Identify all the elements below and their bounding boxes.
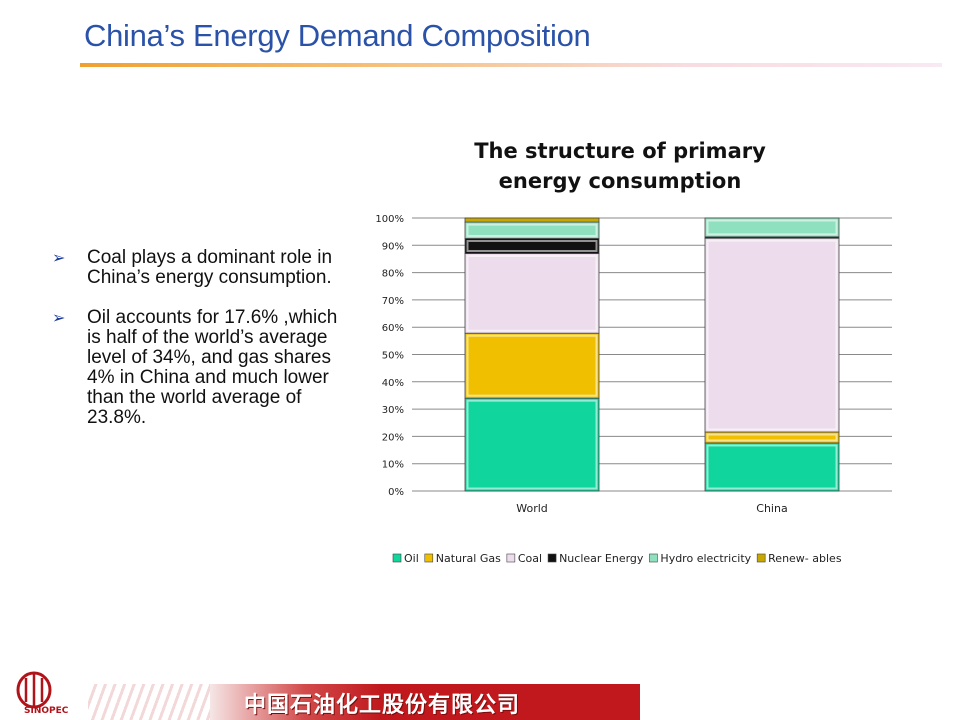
footer-band: 中国石油化工股份有限公司	[0, 684, 960, 720]
bullet-text: Oil accounts for 17.6% ,which is half of…	[87, 307, 338, 428]
legend-label: Natural Gas	[436, 552, 501, 565]
y-tick-label: 80%	[382, 269, 404, 280]
arrow-bullet-icon: ➢	[52, 308, 66, 327]
legend-label: Coal	[518, 552, 542, 565]
legend-label: Hydro electricity	[660, 552, 751, 565]
y-tick-label: 10%	[382, 460, 404, 471]
bar-segment-bevel	[706, 219, 838, 236]
bar-segment	[704, 237, 840, 433]
bar-segment	[704, 442, 840, 492]
legend-swatch	[649, 553, 658, 563]
y-tick-label: 20%	[382, 432, 404, 443]
bullet-item: ➢ Oil accounts for 17.6% ,which is half …	[52, 308, 352, 428]
bar-segment	[464, 217, 600, 223]
legend-swatch	[392, 553, 402, 563]
company-name: 中国石油化工股份有限公司	[244, 693, 521, 718]
legend-label: Nuclear Energy	[559, 552, 644, 565]
legend-swatch	[506, 553, 516, 563]
sinopec-logo-icon	[16, 671, 52, 709]
y-tick-label: 40%	[382, 378, 404, 389]
bar-segment-bevel	[706, 433, 838, 442]
legend-swatch	[756, 553, 766, 563]
footer-stripes	[88, 684, 228, 720]
legend-swatch	[547, 553, 557, 563]
chart-title-line: The structure of primary	[474, 139, 766, 163]
bar-segment-bevel	[706, 239, 838, 431]
bar-segment-bevel	[466, 239, 598, 252]
bar-segment	[464, 332, 600, 399]
y-tick-label: 90%	[382, 241, 404, 252]
y-tick-label: 30%	[382, 405, 404, 416]
bar-segment	[704, 217, 840, 238]
x-tick-label: China	[756, 502, 787, 515]
logo-caption: SINOPEC	[24, 706, 69, 716]
y-tick-label: 50%	[382, 351, 404, 362]
legend-swatch	[424, 553, 434, 563]
bar-segment-bevel	[466, 254, 598, 332]
bar-segment-bevel	[466, 334, 598, 397]
chart-title-line: energy consumption	[498, 169, 742, 193]
footer-red-band	[210, 684, 640, 720]
bullet-item: ➢ Coal plays a dominant role in China’s …	[52, 248, 352, 288]
slide-title: China’s Energy Demand Composition	[84, 18, 591, 53]
bar-segment-bevel	[706, 444, 838, 490]
chart-title: The structure of primary energy consumpt…	[420, 136, 820, 196]
x-tick-label: World	[516, 502, 548, 515]
legend-label: Oil	[404, 552, 419, 565]
y-tick-label: 60%	[382, 323, 404, 334]
bullet-text: Coal plays a dominant role in China’s en…	[87, 247, 333, 288]
bar-segment-bevel	[466, 223, 598, 237]
y-tick-label: 70%	[382, 296, 404, 307]
y-tick-label: 100%	[375, 214, 404, 225]
bar-segment	[464, 397, 600, 492]
title-underline	[80, 63, 942, 67]
bar-segment-bevel	[466, 399, 598, 490]
bar-segment	[464, 253, 600, 334]
legend-label: Renew- ables	[768, 552, 842, 565]
bullet-list: ➢ Coal plays a dominant role in China’s …	[52, 248, 352, 448]
arrow-bullet-icon: ➢	[52, 248, 66, 267]
y-tick-label: 0%	[388, 487, 404, 498]
